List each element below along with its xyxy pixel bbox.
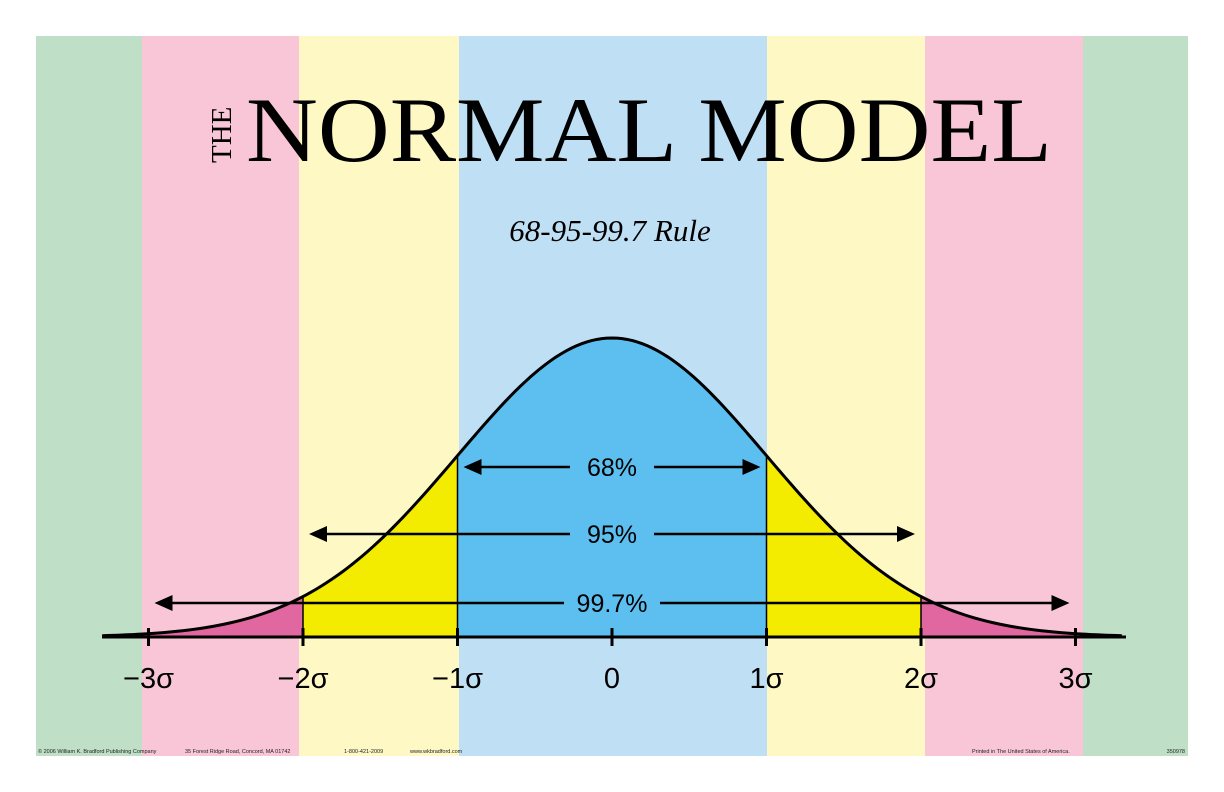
axis-tick-label: 1σ — [749, 663, 783, 695]
arrowhead — [463, 459, 482, 475]
title-prefix: THE — [206, 107, 238, 163]
footer-printed: Printed in The United States of America. — [972, 749, 1070, 755]
axis-tick-label: 2σ — [904, 663, 938, 695]
arrowhead — [742, 459, 761, 475]
interval-label: 95% — [587, 521, 637, 549]
arrowhead — [897, 526, 915, 542]
footer: © 2006 William K. Bradford Publishing Co… — [38, 748, 1185, 755]
tail-fill-right — [921, 596, 1076, 637]
normal-curve — [102, 336, 1122, 638]
axis-tick-label: −3σ — [123, 663, 174, 695]
axis-tick-label: 0 — [604, 663, 620, 695]
subtitle: 68-95-99.7 Rule — [509, 213, 711, 248]
arrowhead — [309, 526, 327, 542]
footer-address: 35 Forest Ridge Road, Concord, MA 01742 — [185, 749, 290, 755]
footer-phone: 1-800-421-2009 — [344, 749, 383, 755]
interval-label: 68% — [587, 454, 637, 482]
footer-copyright: © 2006 William K. Bradford Publishing Co… — [38, 748, 157, 755]
axis-tick-label: −2σ — [278, 663, 329, 695]
axis-tick-labels: −3σ −2σ −1σ 0 1σ 2σ 3σ — [123, 663, 1093, 695]
tail-fill-left — [148, 596, 303, 637]
interval-label: 99.7% — [577, 590, 648, 618]
axis-tick-label: 3σ — [1058, 663, 1092, 695]
band-green-left — [36, 36, 142, 756]
interval-arrow: 68% — [463, 454, 761, 482]
arrowhead — [154, 595, 173, 611]
page-title: NORMAL MODEL — [246, 79, 1052, 181]
footer-website: www.wkbradford.com — [409, 749, 463, 755]
axis-ticks — [147, 628, 1077, 646]
interval-arrow: 99.7% — [154, 590, 1070, 618]
arrowhead — [1051, 595, 1070, 611]
footer-code: 350978 — [1167, 749, 1185, 755]
center-fill — [457, 338, 767, 637]
band-green-right — [1083, 36, 1188, 756]
interval-arrow: 95% — [309, 521, 915, 549]
axis-tick-label: −1σ — [432, 663, 483, 695]
interval-arrows: 68% 95% 99.7% — [154, 454, 1070, 618]
